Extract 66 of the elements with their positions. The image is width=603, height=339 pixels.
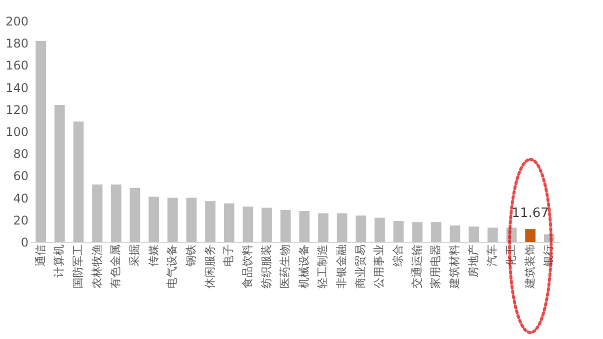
x-tick-label: 交通运输: [410, 244, 424, 288]
y-tick-label: 80: [13, 147, 28, 162]
x-tick-label: 计算机: [52, 244, 66, 278]
x-tick-label: 银行: [542, 244, 556, 268]
y-tick-label: 40: [13, 191, 28, 206]
bar: [224, 203, 234, 242]
bar: [186, 198, 197, 242]
data-label: 11.67: [512, 206, 549, 222]
x-tick-label: 医药生物: [278, 244, 292, 288]
y-tick-label: 60: [13, 169, 28, 184]
y-tick-label: 100: [6, 125, 28, 139]
bar: [318, 213, 328, 242]
bar: [431, 222, 442, 242]
bar: [167, 198, 178, 242]
y-tick-label: 200: [6, 14, 28, 28]
y-tick-label: 0: [20, 236, 28, 250]
bar: [54, 104, 65, 242]
x-tick-label: 化工: [504, 244, 518, 266]
x-tick-label: 国防军工: [71, 244, 84, 288]
x-tick-label: 机械设备: [297, 244, 310, 288]
bar: [356, 215, 366, 242]
y-tick-label: 20: [13, 213, 28, 228]
x-tick-label: 汽车: [486, 244, 499, 266]
bar: [205, 201, 216, 242]
bar: [336, 213, 348, 242]
x-tick-label: 家用电器: [429, 244, 442, 288]
x-tick-label: 建筑材料: [448, 244, 462, 290]
x-tick-label: 休闲服务: [203, 244, 216, 288]
bar: [393, 221, 404, 242]
y-tick-label: 160: [6, 58, 28, 73]
x-tick-label: 轻工制造: [316, 244, 330, 288]
x-tick-label: 农林牧渔: [90, 244, 104, 288]
x-tick-label: 商业贸易: [354, 244, 367, 288]
bar: [262, 208, 272, 242]
bar: [525, 229, 536, 242]
x-tick-label: 有色金属: [109, 244, 122, 288]
x-tick-label: 传媒: [146, 244, 160, 266]
bar: [36, 40, 46, 242]
x-tick-label: 电气设备: [166, 244, 179, 288]
bar: [450, 225, 460, 242]
x-tick-label: 钢铁: [184, 244, 198, 268]
bar: [148, 196, 159, 242]
y-tick-label: 120: [6, 102, 28, 117]
x-tick-label: 电子: [222, 244, 236, 266]
bar: [130, 188, 140, 242]
bar: [488, 228, 498, 242]
bar: [110, 184, 122, 242]
x-tick-label: 纺织服装: [260, 244, 273, 288]
bar: [242, 206, 254, 242]
x-tick-label: 通信: [34, 244, 47, 266]
bar: [299, 211, 310, 242]
x-tick-label: 食品饮料: [240, 244, 254, 288]
y-tick-label: 140: [6, 80, 28, 95]
x-tick-label: 综合: [392, 244, 405, 266]
y-tick-label: 180: [6, 36, 28, 51]
x-tick-label: 非银金融: [335, 244, 348, 288]
bar: [412, 222, 423, 242]
x-tick-label: 房地产: [466, 244, 480, 278]
bar: [92, 184, 102, 242]
bar: [73, 122, 84, 242]
bar: [280, 210, 291, 242]
bar: [468, 226, 480, 242]
x-tick-label: 公用事业: [372, 244, 386, 288]
x-tick-label: 采掘: [128, 244, 141, 266]
x-tick-label: 建筑装饰: [523, 244, 536, 290]
bar: [374, 218, 385, 242]
